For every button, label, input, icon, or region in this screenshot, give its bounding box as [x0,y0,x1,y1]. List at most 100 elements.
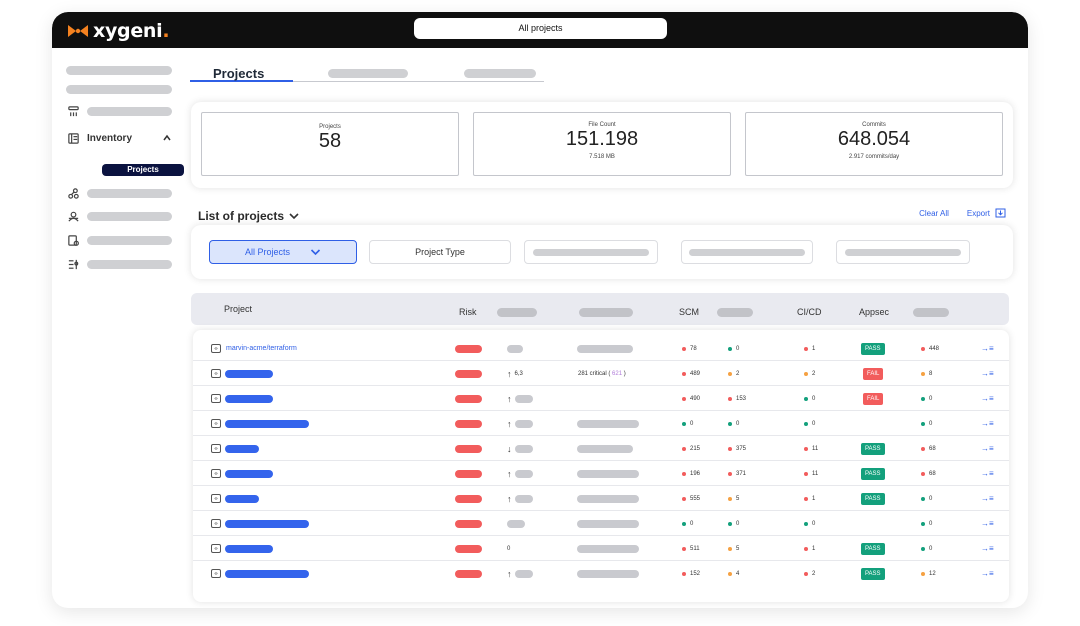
status-dot-icon [728,446,732,451]
code-icon: ‹› [211,361,221,386]
header-scm[interactable]: SCM [679,307,699,317]
top-bar: xygeni. All projects [52,12,1028,48]
open-project-icon[interactable]: →≡ [981,394,994,403]
tab-placeholder[interactable] [464,69,536,78]
header-appsec[interactable]: Appsec [859,307,890,317]
filter-placeholder[interactable] [524,240,658,264]
open-project-icon[interactable]: →≡ [981,369,994,378]
status-dot-icon [921,446,925,451]
cicd-value: 1 [812,345,816,352]
list-of-projects-dropdown[interactable]: List of projects [198,209,299,223]
project-name-placeholder[interactable] [225,444,259,453]
open-project-icon[interactable]: →≡ [981,569,994,578]
open-project-icon[interactable]: →≡ [981,519,994,528]
sidebar-item-placeholder[interactable] [66,85,172,94]
sidebar-item-inventory[interactable]: Inventory [66,131,172,145]
stats-card: Projects 58 File Count 151.198 7.518 MB … [191,102,1013,188]
tab-projects[interactable]: Projects [190,66,293,82]
sliders-icon [66,104,81,119]
export-label: Export [966,208,990,218]
tab-placeholder[interactable] [328,69,408,78]
project-name-placeholder[interactable] [225,519,309,528]
header-placeholder[interactable] [497,308,537,317]
project-name-placeholder[interactable] [225,419,309,428]
project-name-placeholder[interactable] [225,569,309,578]
code-icon: ‹› [211,386,221,411]
table-row[interactable]: ‹› 0 0 0 0 →≡ [193,511,1009,536]
sidebar-item-placeholder[interactable] [66,66,172,75]
status-dot-icon [728,521,732,526]
scm-secondary-value: 5 [736,545,740,552]
appsec-status-badge: PASS [861,492,885,505]
risk-bar [455,544,482,553]
appsec-value: 68 [929,445,936,452]
header-placeholder[interactable] [579,308,633,317]
header-cicd[interactable]: CI/CD [797,307,822,317]
status-dot-icon [804,396,808,401]
project-name-placeholder[interactable] [225,469,273,478]
scm-value: 0 [690,520,694,527]
header-risk[interactable]: Risk [459,307,477,317]
table-row[interactable]: ‹› ↑ 0 0 0 0 →≡ [193,411,1009,436]
projects-table: ‹› marvin-acme/terraform 78 0 1 PASS 448 →≡ ‹› ↑ 6… [193,330,1009,602]
table-row[interactable]: ‹› 0 511 5 1 PASS 0 →≡ [193,536,1009,561]
scm-value: 489 [690,370,701,377]
open-project-icon[interactable]: →≡ [981,544,994,553]
sidebar-item-projects[interactable]: Projects [102,164,184,176]
trend-placeholder [507,519,525,528]
app-window: xygeni. All projects Inventory Projects [52,12,1028,608]
filter-label-placeholder [689,248,805,256]
export-button[interactable]: Export [967,208,1006,218]
status-dot-icon [682,546,686,551]
filter-placeholder[interactable] [836,240,970,264]
table-row[interactable]: ‹› marvin-acme/terraform 78 0 1 PASS 448 →≡ [193,336,1009,361]
sidebar-item[interactable] [66,104,172,118]
open-project-icon[interactable]: →≡ [981,494,994,503]
project-name-placeholder[interactable] [225,369,273,378]
table-row[interactable]: ‹› ↑ 152 4 2 PASS 12 →≡ [193,561,1009,586]
trend-arrow-icon: ↑ [507,468,512,479]
project-name-link[interactable]: marvin-acme/terraform [226,345,297,352]
all-projects-filter[interactable]: All Projects [209,240,357,264]
logo[interactable]: xygeni. [66,20,170,42]
table-row[interactable]: ‹› ↑ 6,3 281 critical ( 621 ) 489 2 2 FAIL 8 →≡ [193,361,1009,386]
open-project-icon[interactable]: →≡ [981,469,994,478]
sidebar-item[interactable] [66,233,172,247]
sidebar-item[interactable] [66,186,172,200]
open-project-icon[interactable]: →≡ [981,419,994,428]
scm-value: 196 [690,470,701,477]
inventory-icon [66,131,81,146]
open-project-icon[interactable]: →≡ [981,344,994,353]
status-dot-icon [728,346,732,351]
status-dot-icon [921,421,925,426]
sidebar-item[interactable] [66,257,172,271]
project-name-placeholder[interactable] [225,394,273,403]
cicd-value: 2 [812,370,816,377]
code-icon: ‹› [211,336,221,361]
trend-arrow-icon: ↓ [507,443,512,454]
appsec-value: 0 [929,545,933,552]
trend-placeholder [514,394,533,403]
table-row[interactable]: ‹› ↑ 196 371 11 PASS 68 →≡ [193,461,1009,486]
chevron-up-icon[interactable] [162,133,172,143]
status-dot-icon [921,496,925,501]
table-row[interactable]: ‹› ↑ 555 5 1 PASS 0 →≡ [193,486,1009,511]
filter-placeholder[interactable] [681,240,813,264]
project-selector[interactable]: All projects [414,18,667,39]
table-row[interactable]: ‹› ↑ 490 153 0 FAIL 0 →≡ [193,386,1009,411]
header-placeholder[interactable] [913,308,949,317]
table-row[interactable]: ‹› ↓ 215 375 11 PASS 68 →≡ [193,436,1009,461]
project-type-filter[interactable]: Project Type [369,240,511,264]
risk-bar [455,494,482,503]
appsec-value: 0 [929,420,933,427]
status-dot-icon [921,371,925,376]
trend-arrow-icon: ↑ [507,418,512,429]
header-project[interactable]: Project [224,304,253,314]
open-project-icon[interactable]: →≡ [981,444,994,453]
sidebar-item[interactable] [66,209,172,223]
code-icon: ‹› [211,436,221,461]
project-name-placeholder[interactable] [225,494,259,503]
project-name-placeholder[interactable] [225,544,273,553]
clear-all-button[interactable]: Clear All [919,208,949,218]
header-placeholder[interactable] [717,308,753,317]
